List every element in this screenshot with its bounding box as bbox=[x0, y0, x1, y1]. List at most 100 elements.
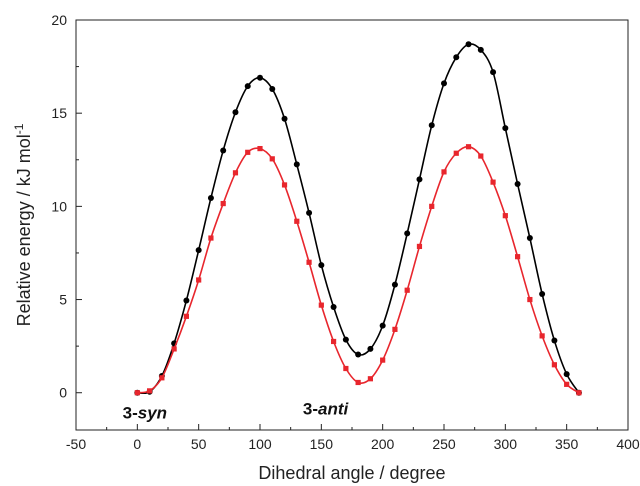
data-point bbox=[539, 290, 546, 297]
data-point bbox=[416, 176, 423, 183]
data-point bbox=[391, 281, 398, 288]
x-tick-label: 50 bbox=[191, 436, 207, 452]
data-point bbox=[281, 182, 288, 188]
data-point bbox=[331, 338, 337, 345]
data-point bbox=[183, 313, 189, 319]
series-0 bbox=[134, 41, 582, 396]
data-point bbox=[269, 85, 276, 92]
data-point bbox=[477, 46, 484, 53]
data-point bbox=[183, 297, 190, 304]
data-point bbox=[306, 259, 312, 265]
data-point bbox=[220, 200, 226, 207]
data-point bbox=[294, 218, 300, 224]
data-point bbox=[171, 346, 177, 352]
data-point bbox=[564, 381, 570, 387]
data-point bbox=[367, 376, 373, 382]
data-point bbox=[502, 213, 508, 219]
y-axis-title-main: Relative energy / kJ mol bbox=[14, 134, 34, 326]
data-point bbox=[318, 302, 324, 308]
data-point bbox=[355, 351, 362, 358]
data-point bbox=[429, 203, 435, 209]
annotation-prefix: 3- bbox=[123, 403, 138, 422]
annotation-3-syn: 3-syn bbox=[123, 403, 167, 422]
data-point bbox=[293, 161, 300, 168]
data-point bbox=[245, 149, 251, 155]
data-point bbox=[465, 144, 472, 150]
data-point bbox=[281, 115, 288, 122]
y-tick-label: 5 bbox=[59, 292, 67, 308]
data-point bbox=[232, 170, 239, 176]
data-point bbox=[514, 181, 521, 187]
data-point bbox=[404, 287, 410, 293]
data-point bbox=[232, 109, 239, 116]
data-point bbox=[453, 150, 459, 156]
data-point bbox=[147, 388, 153, 394]
x-tick-label: 100 bbox=[248, 436, 272, 452]
data-point bbox=[159, 375, 165, 381]
data-point bbox=[404, 230, 411, 237]
data-point bbox=[244, 83, 251, 90]
data-point bbox=[551, 362, 557, 368]
data-point bbox=[576, 390, 582, 396]
data-point bbox=[551, 337, 558, 344]
data-point bbox=[453, 54, 460, 61]
y-tick-label: 0 bbox=[59, 385, 67, 401]
x-tick-label: -50 bbox=[66, 436, 86, 452]
svg-text:Relative energy / kJ mol-1: Relative energy / kJ mol-1 bbox=[12, 123, 34, 326]
plot-frame bbox=[75, 19, 629, 431]
annotation-3-anti: 3-anti bbox=[303, 400, 350, 419]
data-point bbox=[527, 296, 533, 303]
data-point bbox=[306, 209, 313, 216]
data-point bbox=[441, 80, 447, 87]
data-point bbox=[526, 235, 533, 242]
data-point bbox=[195, 247, 202, 254]
data-point bbox=[490, 179, 496, 185]
data-point bbox=[441, 169, 447, 175]
data-point bbox=[380, 357, 386, 363]
data-point bbox=[257, 74, 263, 81]
y-axis-title: Relative energy / kJ mol-1 bbox=[12, 123, 34, 326]
data-point bbox=[269, 156, 275, 162]
data-point bbox=[318, 262, 325, 269]
x-axis-title: Dihedral angle / degree bbox=[258, 463, 445, 483]
x-tick-label: 350 bbox=[555, 436, 579, 452]
axis-ticks: -50 0 50 100 150 200 250 300 350 400 0 5 10 15 20 bbox=[51, 12, 639, 452]
data-point bbox=[330, 304, 337, 310]
y-tick-label: 10 bbox=[51, 198, 67, 214]
data-point bbox=[208, 235, 214, 241]
data-point bbox=[428, 122, 435, 129]
data-point bbox=[563, 371, 570, 378]
data-point bbox=[257, 145, 263, 152]
data-point bbox=[539, 333, 545, 339]
data-point bbox=[134, 390, 140, 396]
data-point bbox=[515, 254, 521, 260]
x-tick-label: 300 bbox=[494, 436, 518, 452]
x-tick-label: 400 bbox=[616, 436, 640, 452]
data-point bbox=[465, 41, 472, 48]
x-tick-label: 250 bbox=[432, 436, 456, 452]
y-axis-title-superscript: -1 bbox=[12, 123, 26, 134]
x-tick-label: 150 bbox=[310, 436, 334, 452]
data-point bbox=[416, 243, 423, 250]
data-point bbox=[490, 69, 497, 76]
annotation-italic: syn bbox=[138, 403, 167, 422]
series-1 bbox=[134, 144, 582, 396]
x-tick-label: 0 bbox=[133, 436, 141, 452]
data-point bbox=[392, 326, 398, 332]
data-point bbox=[342, 336, 349, 343]
x-tick-label: 200 bbox=[371, 436, 395, 452]
y-tick-label: 20 bbox=[51, 12, 67, 28]
data-point bbox=[343, 365, 349, 372]
data-point bbox=[207, 194, 214, 201]
data-point bbox=[220, 147, 227, 154]
data-point bbox=[355, 379, 361, 386]
annotation-prefix: 3- bbox=[303, 400, 318, 419]
data-point bbox=[379, 322, 386, 329]
series-layer bbox=[134, 41, 582, 396]
data-point bbox=[196, 277, 202, 283]
annotation-italic: anti bbox=[318, 400, 350, 419]
series-line bbox=[137, 43, 580, 395]
data-point bbox=[478, 153, 484, 159]
data-point bbox=[502, 125, 509, 132]
